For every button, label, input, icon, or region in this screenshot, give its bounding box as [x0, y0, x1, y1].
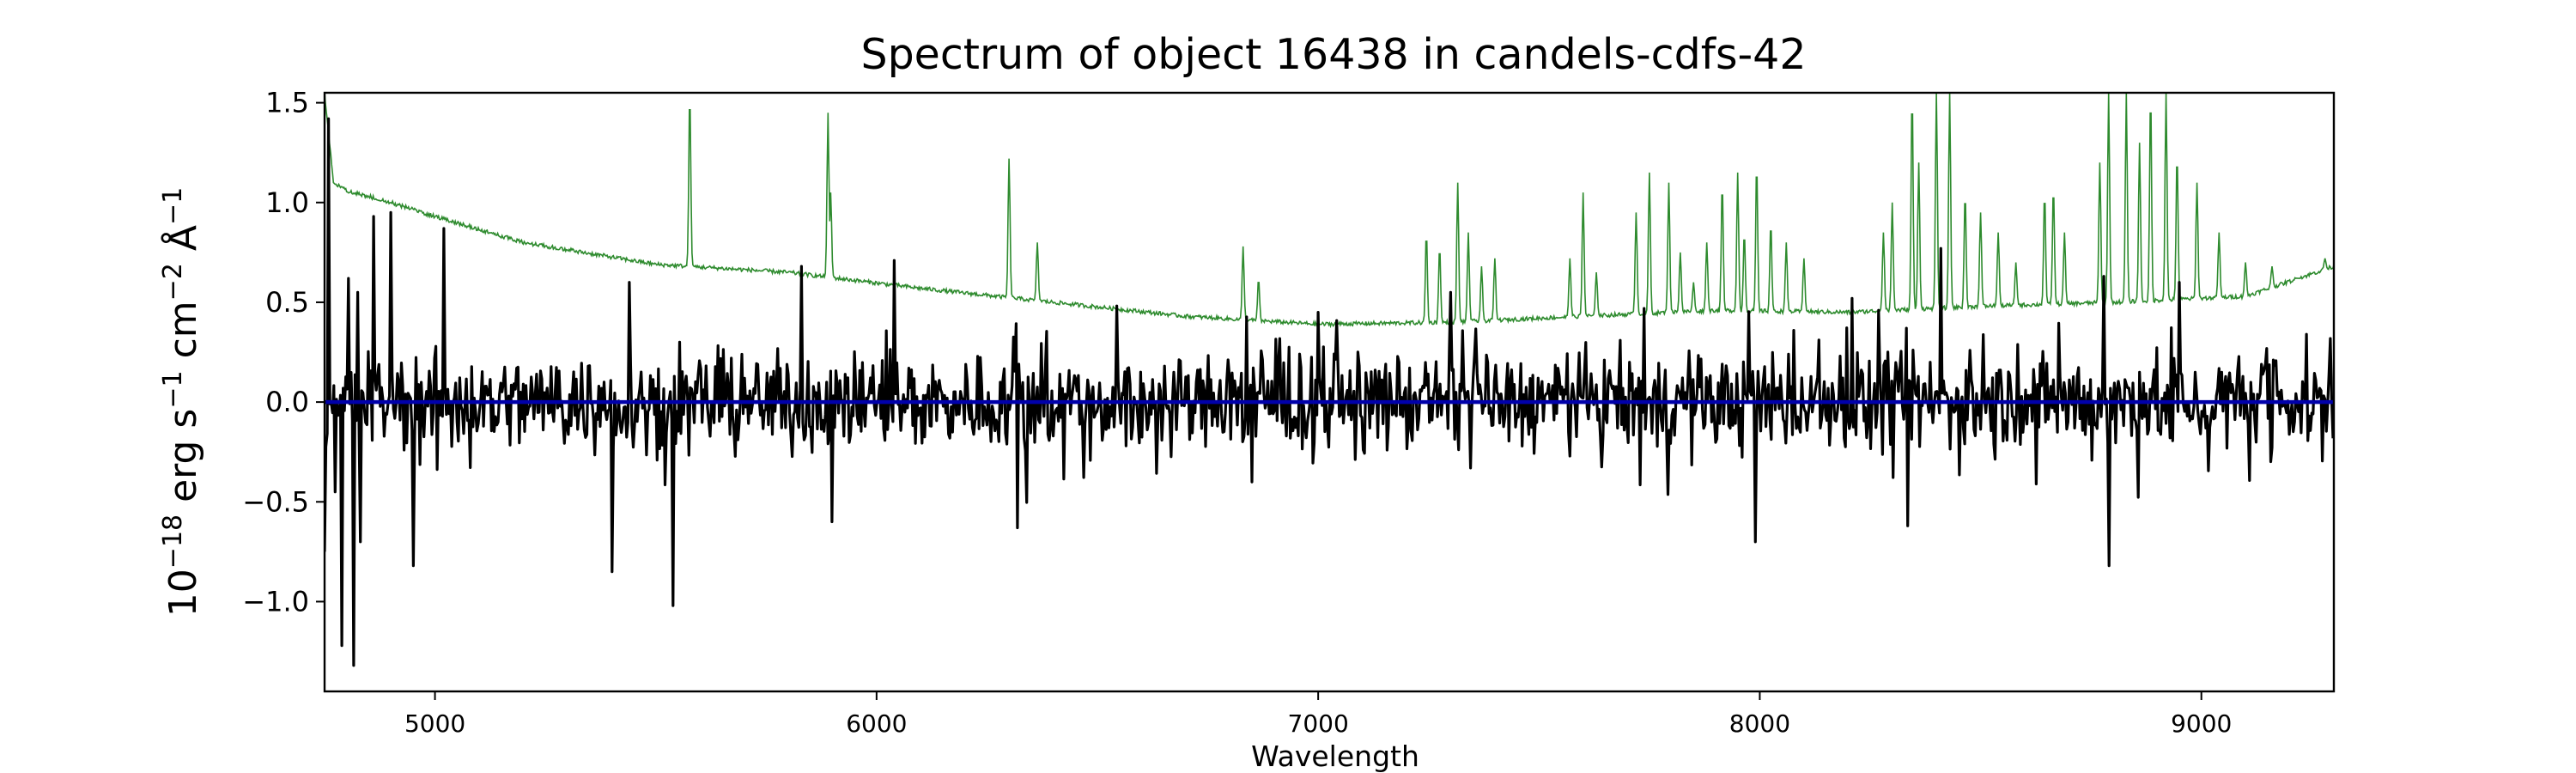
y-axis: −1.0 −0.5 0.0 0.5 1.0 1.5 [242, 87, 325, 618]
y-label-text: 10 [161, 569, 205, 617]
y-label-exponent: −1 [158, 370, 188, 408]
x-axis: 5000 6000 7000 8000 9000 [404, 691, 2232, 738]
plot-lines [325, 93, 2334, 667]
x-axis-label: Wavelength [1251, 740, 1419, 773]
y-tick-label: −0.5 [242, 485, 309, 518]
y-tick-label: 1.0 [265, 186, 309, 219]
chart-title: Spectrum of object 16438 in candels-cdfs… [860, 30, 1806, 79]
y-axis-label: 10−18 erg s−1 cm−2 Å−1 [158, 187, 206, 617]
y-label-exponent: −18 [158, 514, 188, 569]
y-label-exponent: −2 [158, 263, 188, 301]
y-tick-label: −1.0 [242, 585, 309, 618]
y-tick-label: 1.5 [265, 87, 309, 119]
y-label-text: Å [160, 225, 205, 263]
y-tick-label: 0.0 [265, 386, 309, 418]
y-tick-label: 0.5 [265, 286, 309, 319]
error-spectrum-line [325, 93, 2334, 329]
y-label-exponent: −1 [158, 187, 188, 225]
x-tick-label: 8000 [1729, 709, 1790, 738]
y-label-text: cm [161, 301, 205, 370]
plot-frame [323, 91, 2336, 693]
y-label-text: erg s [161, 409, 205, 514]
x-tick-label: 6000 [846, 709, 907, 738]
flux-spectrum-line [325, 117, 2334, 667]
x-tick-label: 7000 [1288, 709, 1349, 738]
x-tick-label: 5000 [404, 709, 465, 738]
x-tick-label: 9000 [2171, 709, 2232, 738]
